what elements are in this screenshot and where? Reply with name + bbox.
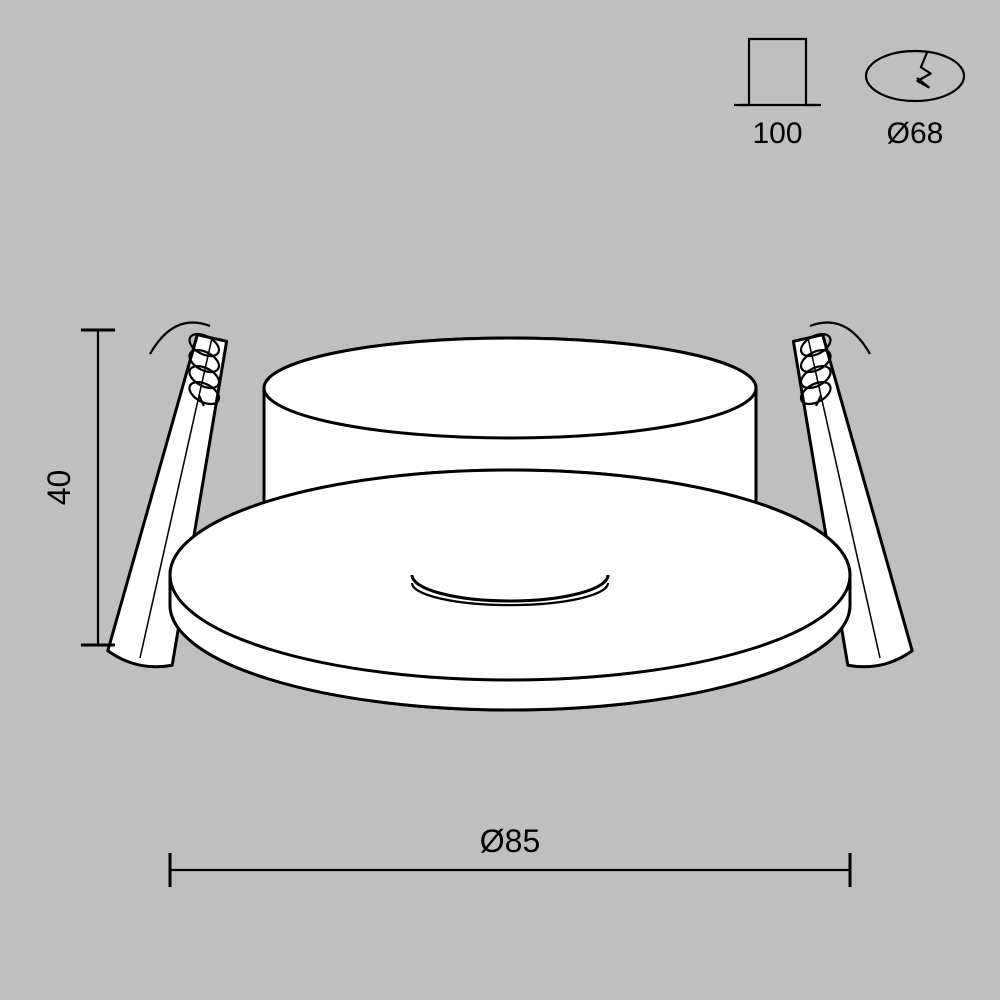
legend-depth-icon bbox=[734, 39, 821, 105]
dimension-height-label: 40 bbox=[41, 470, 77, 506]
dimension-height bbox=[81, 330, 115, 645]
dimension-diameter-label: Ø85 bbox=[480, 823, 540, 859]
fixture-bezel bbox=[170, 470, 850, 710]
legend-cutout-label: Ø68 bbox=[887, 117, 944, 150]
technical-drawing: 100 Ø68 40 Ø85 bbox=[0, 0, 1000, 1000]
legend-cutout-icon bbox=[866, 51, 964, 101]
legend-depth-label: 100 bbox=[752, 117, 802, 150]
